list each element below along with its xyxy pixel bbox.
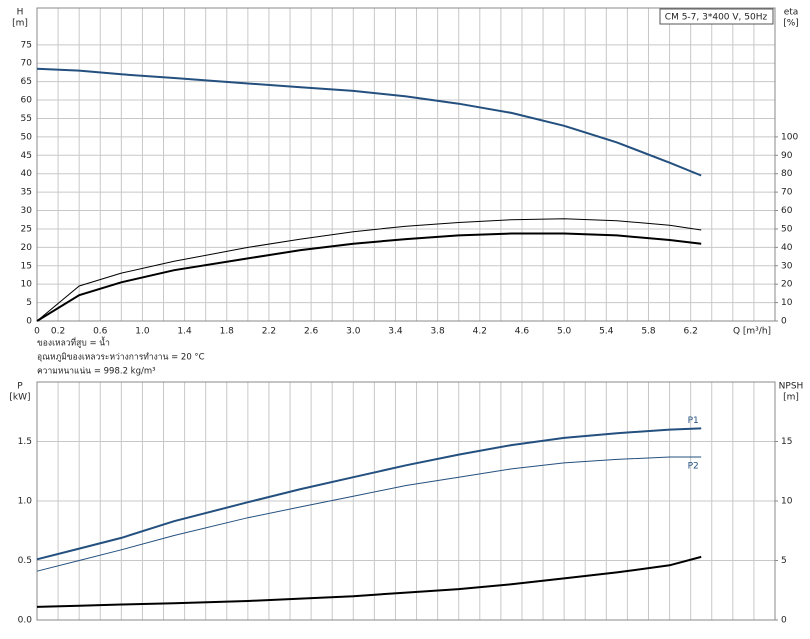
- note: อุณหภูมิของเหลวระหว่างการทำงาน = 20 °C: [37, 353, 205, 363]
- y2-tick-label: 10: [781, 298, 793, 308]
- y2-tick-label: 50: [781, 224, 793, 234]
- x-tick-label: 1.4: [177, 327, 192, 337]
- x-tick-label: 3.8: [430, 327, 445, 337]
- y-tick-label: 60: [21, 96, 33, 106]
- y-tick-label: 40: [21, 169, 33, 179]
- y2-tick-label: 80: [781, 169, 793, 179]
- x-tick-label: 4.6: [515, 327, 530, 337]
- y-tick-label: 1.0: [18, 497, 33, 507]
- series-line: [36, 67, 702, 177]
- y-tick-label: 10: [21, 280, 33, 290]
- y2-tick-label: 20: [781, 280, 793, 290]
- y2-tick-label: 40: [781, 243, 793, 253]
- y-tick-label: 55: [21, 114, 32, 124]
- y-axis-unit: [m]: [12, 19, 28, 29]
- y2-tick-label: 15: [781, 437, 792, 447]
- x-tick-label: 3.4: [388, 327, 403, 337]
- y-axis-label: P: [17, 382, 23, 392]
- x-tick-label: 2.6: [304, 327, 319, 337]
- x-axis-label: Q [m³/h]: [733, 327, 771, 337]
- x-tick-label: 3.0: [346, 327, 361, 337]
- x-tick-label: 4.2: [473, 327, 487, 337]
- y-tick-label: 35: [21, 188, 32, 198]
- y-tick-label: 5: [26, 298, 32, 308]
- series-line: [36, 427, 702, 561]
- y-tick-label: 45: [21, 151, 32, 161]
- series-line: [36, 218, 702, 322]
- y2-tick-label: 60: [781, 206, 793, 216]
- plot-frame: [36, 381, 776, 621]
- x-tick-label: 5.8: [641, 327, 656, 337]
- x-tick-label: 5.0: [557, 327, 572, 337]
- note: ความหนาแน่น = 998.2 kg/m³: [37, 367, 156, 377]
- y-tick-label: 0: [26, 317, 32, 327]
- series-line: [36, 555, 702, 608]
- y2-tick-label: 90: [781, 151, 793, 161]
- y2-tick-label: 5: [781, 556, 787, 566]
- y-tick-label: 75: [21, 40, 32, 50]
- y2-axis-unit: [m]: [783, 393, 799, 403]
- y2-tick-label: 30: [781, 261, 793, 271]
- y2-axis-label: NPSH: [779, 382, 804, 392]
- y-tick-label: 20: [21, 243, 33, 253]
- x-tick-label: 1.0: [135, 327, 150, 337]
- y-tick-label: 0.5: [18, 556, 32, 566]
- series-label: P2: [688, 461, 699, 471]
- y-tick-label: 50: [21, 132, 33, 142]
- y-tick-label: 65: [21, 77, 32, 87]
- y2-tick-label: 0: [781, 317, 787, 327]
- y2-axis-label: eta: [784, 8, 799, 18]
- note: ของเหลวที่สูบ = น้ำ: [37, 337, 110, 349]
- series-line: [36, 456, 702, 572]
- y2-tick-label: 100: [781, 132, 798, 142]
- y2-tick-label: 10: [781, 497, 793, 507]
- y-tick-label: 15: [21, 261, 32, 271]
- series-line: [36, 232, 702, 322]
- x-tick-label: 2.2: [262, 327, 276, 337]
- plot-frame: [36, 7, 776, 322]
- y2-tick-label: 70: [781, 188, 793, 198]
- x-tick-label: 6.2: [683, 327, 697, 337]
- y-tick-label: 25: [21, 224, 32, 234]
- y-axis-unit: [kW]: [9, 393, 30, 403]
- x-tick-label: 5.4: [599, 327, 614, 337]
- info-box: [659, 8, 774, 25]
- x-tick-label: 0.6: [93, 327, 108, 337]
- y-tick-label: 70: [21, 59, 33, 69]
- x-tick-label: 0: [34, 327, 40, 337]
- x-tick-label: 0.2: [51, 327, 65, 337]
- y-tick-label: 0.0: [18, 616, 33, 626]
- y2-tick-label: 0: [781, 616, 787, 626]
- y-tick-label: 30: [21, 206, 33, 216]
- x-tick-label: 1.8: [220, 327, 235, 337]
- y-axis-label: H: [17, 8, 24, 18]
- y2-axis-unit: [%]: [783, 19, 799, 29]
- y-tick-label: 1.5: [18, 437, 32, 447]
- series-label: P1: [688, 416, 699, 426]
- info-box-text: CM 5-7, 3*400 V, 50Hz: [665, 13, 768, 23]
